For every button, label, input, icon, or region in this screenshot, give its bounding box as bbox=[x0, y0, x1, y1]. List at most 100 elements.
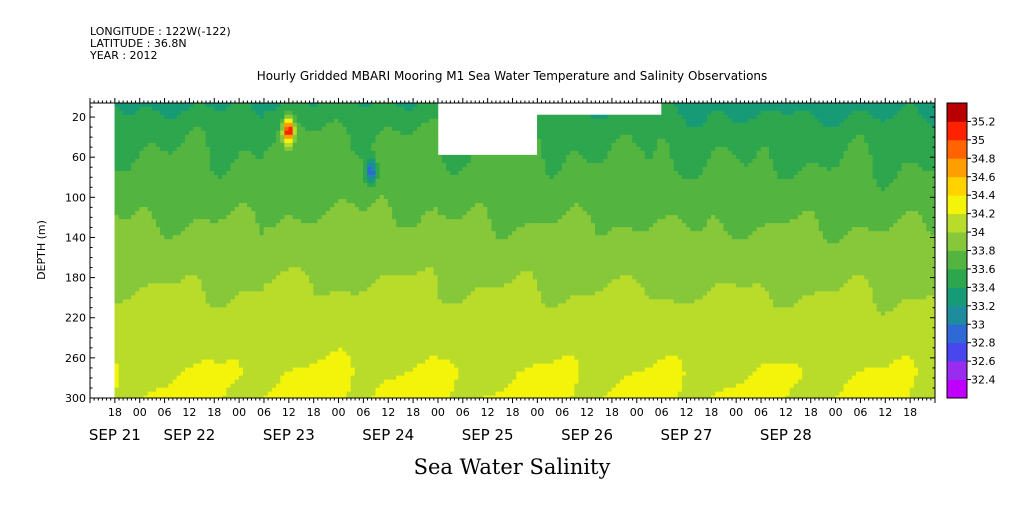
heatmap-cell bbox=[184, 118, 190, 124]
heatmap-cell bbox=[131, 231, 136, 236]
heatmap-cell bbox=[184, 267, 190, 272]
heatmap-cell bbox=[135, 319, 140, 325]
heatmap-cell bbox=[205, 199, 211, 204]
heatmap-cell bbox=[329, 106, 335, 112]
heatmap-cell bbox=[180, 195, 186, 200]
heatmap-cell bbox=[126, 371, 132, 377]
heatmap-cell bbox=[263, 215, 269, 220]
heatmap-cell bbox=[114, 395, 120, 399]
heatmap-cell bbox=[176, 138, 182, 144]
heatmap-cell bbox=[168, 327, 174, 333]
heatmap-cell bbox=[309, 319, 314, 325]
heatmap-cell bbox=[325, 275, 331, 280]
heatmap-cell bbox=[205, 102, 211, 108]
heatmap-cell bbox=[234, 118, 240, 124]
heatmap-cell bbox=[218, 395, 223, 399]
heatmap-cell bbox=[313, 347, 319, 353]
heatmap-cell bbox=[371, 114, 377, 120]
heatmap-cell bbox=[114, 215, 120, 220]
heatmap-cell bbox=[263, 146, 269, 152]
heatmap-cell bbox=[317, 219, 323, 224]
heatmap-cell bbox=[131, 383, 136, 389]
heatmap-cell bbox=[226, 267, 232, 272]
heatmap-cell bbox=[392, 215, 397, 220]
heatmap-cell bbox=[263, 315, 269, 321]
heatmap-cell bbox=[230, 311, 236, 317]
heatmap-cell bbox=[209, 395, 215, 399]
heatmap-cell bbox=[147, 243, 153, 248]
heatmap-cell bbox=[114, 291, 120, 296]
heatmap-cell bbox=[131, 339, 136, 345]
heatmap-cell bbox=[280, 371, 285, 377]
heatmap-cell bbox=[296, 295, 302, 300]
heatmap-cell bbox=[122, 339, 128, 345]
heatmap-cell bbox=[350, 142, 356, 148]
heatmap-cell bbox=[164, 275, 169, 280]
heatmap-cell bbox=[184, 150, 190, 156]
heatmap-cell bbox=[193, 122, 198, 128]
heatmap-cell bbox=[189, 166, 194, 172]
heatmap-cell bbox=[247, 319, 252, 325]
heatmap-cell bbox=[176, 391, 182, 397]
heatmap-cell bbox=[209, 259, 215, 264]
heatmap-cell bbox=[342, 335, 348, 341]
heatmap-cell bbox=[346, 191, 352, 196]
heatmap-cell bbox=[160, 247, 165, 252]
heatmap-cell bbox=[226, 391, 232, 397]
heatmap-cell bbox=[139, 251, 145, 256]
heatmap-cell bbox=[164, 227, 169, 232]
heatmap-cell bbox=[193, 267, 198, 272]
heatmap-cell bbox=[321, 106, 327, 112]
heatmap-cell bbox=[358, 195, 364, 200]
heatmap-cell bbox=[276, 359, 281, 365]
heatmap-cell bbox=[367, 335, 372, 341]
heatmap-cell bbox=[122, 395, 128, 399]
heatmap-cell bbox=[126, 359, 132, 365]
heatmap-cell bbox=[342, 138, 348, 144]
heatmap-cell bbox=[358, 291, 364, 296]
heatmap-cell bbox=[387, 363, 393, 369]
heatmap-cell bbox=[126, 215, 132, 220]
heatmap-cell bbox=[251, 315, 256, 321]
heatmap-cell bbox=[122, 235, 128, 240]
heatmap-cell bbox=[259, 174, 265, 180]
heatmap-cell bbox=[155, 359, 161, 365]
heatmap-cell bbox=[350, 154, 356, 160]
heatmap-cell bbox=[346, 315, 352, 321]
heatmap-cell bbox=[242, 259, 248, 264]
heatmap-cell bbox=[300, 251, 306, 256]
heatmap-cell bbox=[238, 255, 244, 260]
heatmap-cell bbox=[176, 299, 182, 304]
heatmap-cell bbox=[387, 371, 393, 377]
heatmap-cell bbox=[143, 383, 149, 389]
heatmap-cell bbox=[201, 235, 207, 240]
heatmap-cell bbox=[114, 359, 120, 365]
heatmap-cell bbox=[375, 219, 381, 224]
heatmap-cell bbox=[367, 110, 372, 116]
heatmap-cell bbox=[329, 247, 335, 252]
heatmap-cell bbox=[176, 363, 182, 369]
heatmap-cell bbox=[226, 331, 232, 337]
heatmap-cell bbox=[168, 311, 174, 317]
heatmap-cell bbox=[263, 239, 269, 244]
heatmap-cell bbox=[325, 331, 331, 337]
heatmap-cell bbox=[164, 195, 169, 200]
heatmap-cell bbox=[226, 219, 232, 224]
heatmap-cell bbox=[213, 178, 219, 184]
heatmap-cell bbox=[247, 339, 252, 345]
heatmap-cell bbox=[342, 126, 348, 132]
heatmap-cell bbox=[197, 247, 203, 252]
heatmap-cell bbox=[346, 367, 352, 373]
heatmap-cell bbox=[259, 162, 265, 168]
heatmap-cell bbox=[379, 211, 385, 216]
heatmap-cell bbox=[350, 343, 356, 349]
heatmap-cell bbox=[329, 138, 335, 144]
heatmap-cell bbox=[131, 186, 136, 192]
heatmap-cell bbox=[242, 199, 248, 204]
heatmap-cell bbox=[321, 359, 327, 365]
heatmap-cell bbox=[251, 291, 256, 296]
heatmap-cell bbox=[280, 379, 285, 385]
heatmap-cell bbox=[346, 231, 352, 236]
heatmap-cell bbox=[238, 371, 244, 377]
heatmap-cell bbox=[300, 158, 306, 164]
